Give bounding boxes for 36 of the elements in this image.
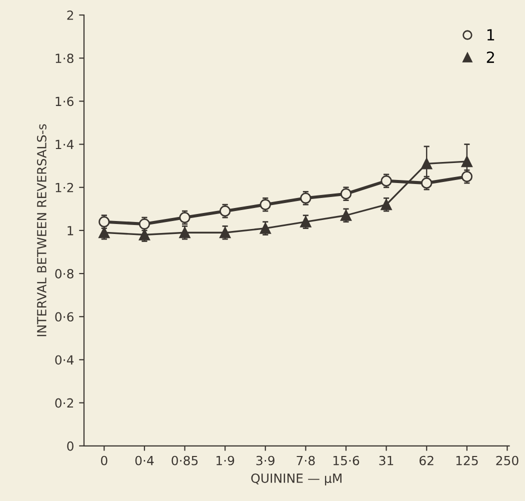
y-tick-label: 0 xyxy=(67,441,74,451)
y-tick-label: 2 xyxy=(67,10,74,20)
point xyxy=(340,188,352,200)
y-tick-label: 0·6 xyxy=(55,312,74,322)
x-axis-title: QUININE — μM xyxy=(251,473,342,486)
x-tick-label: 125 xyxy=(456,456,478,466)
point xyxy=(380,199,392,210)
y-tick-label: 0·4 xyxy=(55,355,74,365)
point xyxy=(220,227,231,238)
x-tick-label: 250 xyxy=(496,456,518,466)
point xyxy=(421,158,432,170)
legend-label: 1 xyxy=(487,29,494,40)
y-tick-label: 0·2 xyxy=(55,398,74,408)
point xyxy=(340,210,352,221)
point xyxy=(461,171,472,182)
x-tick-label: 0 xyxy=(101,456,108,466)
point xyxy=(461,156,472,168)
x-tick-label: 3·9 xyxy=(256,456,274,466)
x-tick-label: 31 xyxy=(379,456,394,466)
y-tick-label: 1 xyxy=(68,226,74,236)
point xyxy=(380,175,392,186)
x-tick-label: 0·4 xyxy=(135,456,154,466)
x-tick-label: 1·9 xyxy=(216,456,234,466)
point xyxy=(260,199,271,210)
y-axis-title: INTERVAL BETWEEN REVERSALS-s xyxy=(36,124,46,336)
y-tick-label: 1·6 xyxy=(56,96,74,106)
y-tick-label: 0·8 xyxy=(55,269,74,278)
y-tick-label: 1·8 xyxy=(56,54,74,64)
x-tick-label: 0·85 xyxy=(172,456,198,466)
x-tick-label: 15·6 xyxy=(333,456,360,466)
legend-label: 2 xyxy=(486,51,494,63)
point xyxy=(260,222,271,234)
y-tick-label: 1·4 xyxy=(56,140,74,150)
x-tick-label: 7·8 xyxy=(296,456,315,466)
x-tick-label: 62 xyxy=(420,456,434,466)
y-tick-label: 1·2 xyxy=(56,182,74,192)
